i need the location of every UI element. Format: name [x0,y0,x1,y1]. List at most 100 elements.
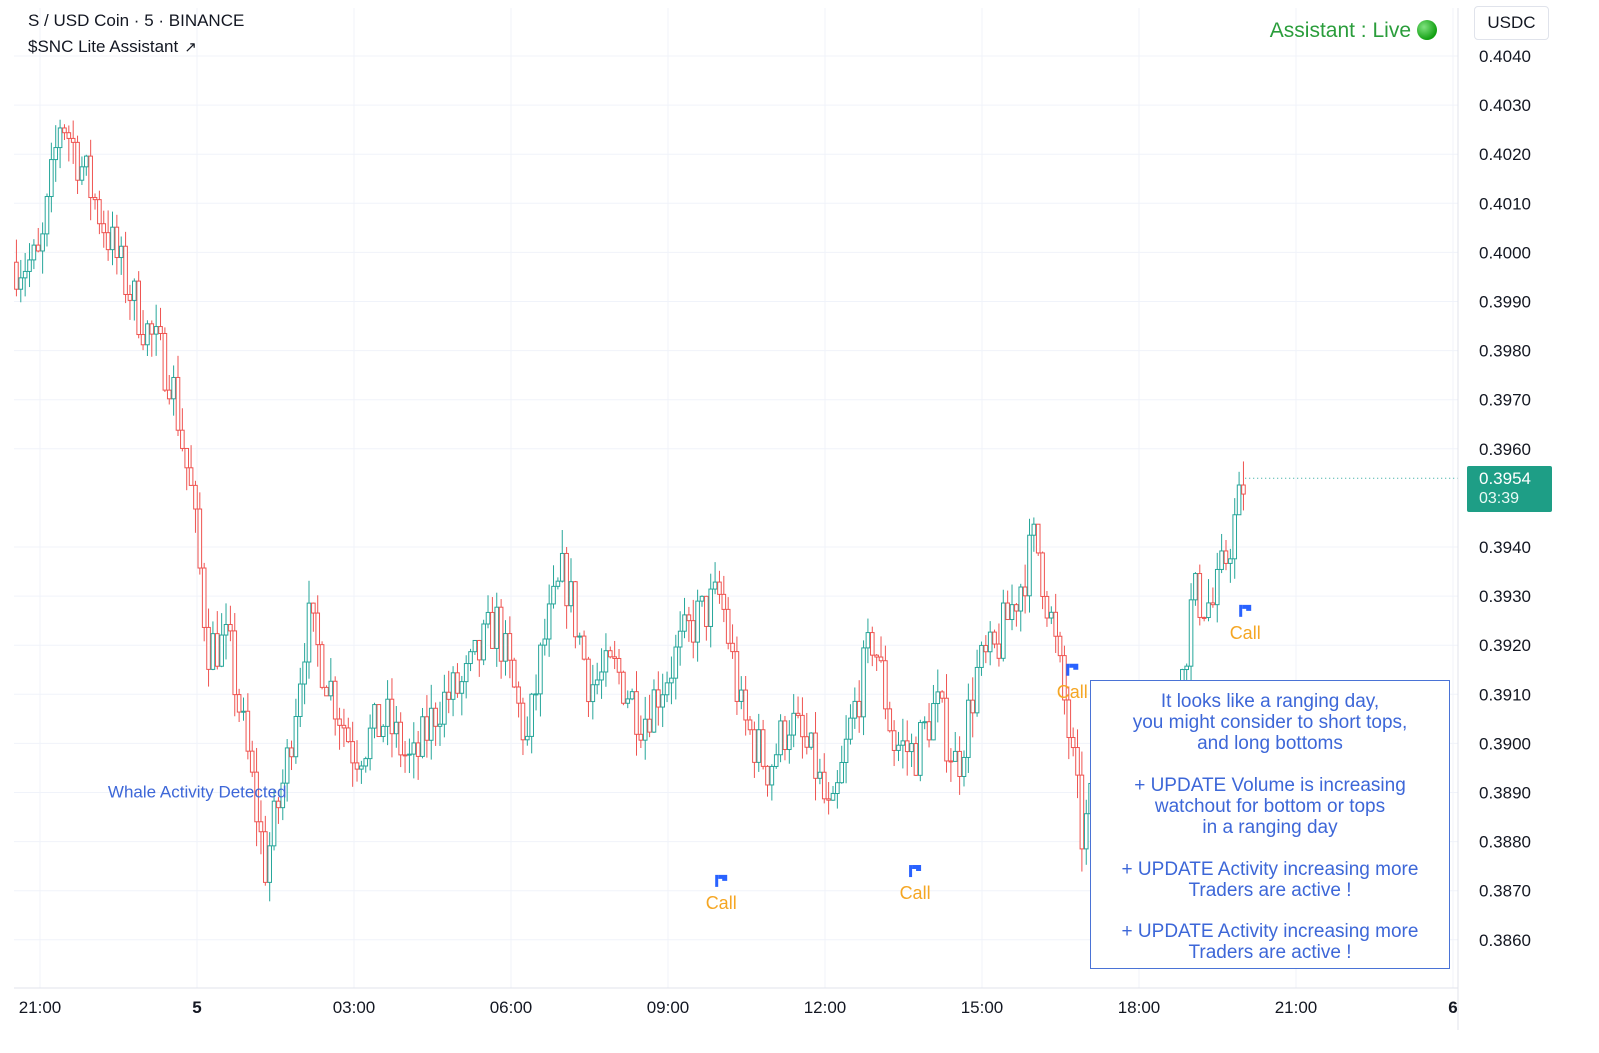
y-tick-label: 0.3930 [1479,587,1531,606]
external-link-icon[interactable]: ↗ [184,39,197,56]
candle-body [625,698,631,704]
candle-body [219,634,224,667]
bar-countdown: 03:39 [1479,490,1520,507]
candle-body [1210,602,1216,606]
candle-body [756,729,762,763]
candle-body [542,638,548,646]
indicator-title[interactable]: $SNC Lite Assistant ↗ [28,37,197,57]
y-tick-label: 0.3910 [1479,685,1531,704]
candle-body [446,691,452,700]
candle-body [673,646,679,679]
candle-body [201,567,207,628]
candle-body [424,716,430,741]
candle-body [594,679,600,686]
candle-body [498,606,504,662]
candle-body [437,723,443,727]
candle-body [280,782,286,809]
candle-body [127,293,133,301]
candle-body [35,244,41,252]
candle-body [782,720,788,751]
candle-body [276,800,281,809]
candle-body [476,639,482,661]
call-label: Call [1230,623,1261,643]
candle-body [258,821,264,833]
candle-body [1044,595,1050,619]
candle-body [14,261,19,290]
candle-body [616,657,622,673]
candle-body [642,718,648,741]
candle-body [765,765,770,786]
candle-body [27,259,32,272]
candle-body [743,689,748,721]
candle-body [22,270,28,279]
candle-body [442,691,447,725]
candle-body [690,620,696,643]
currency-button[interactable]: USDC [1474,6,1549,40]
candle-body [883,660,888,710]
candle-body [996,643,1002,659]
info-line-activity-2: + UPDATE Activity increasing more Trader… [1121,921,1419,963]
candle-body [228,624,233,632]
candle-body [808,732,814,748]
symbol-title[interactable]: S / USD Coin · 5 · BINANCE [28,11,245,30]
y-tick-label: 0.3960 [1479,440,1531,459]
x-tick-label: 03:00 [333,998,376,1017]
candle-body [214,633,220,667]
call-signal: Call [1057,663,1088,702]
candle-body [302,661,307,685]
candle-body [315,612,321,646]
candle-body [961,756,967,777]
candle-body [411,742,417,755]
x-tick-label: 21:00 [1275,998,1318,1017]
candle-body [136,280,141,336]
y-tick-label: 0.4000 [1479,243,1531,262]
candle-body [525,735,530,741]
y-tick-label: 0.4040 [1479,47,1531,66]
candle-body [717,581,722,595]
candle-body [835,782,840,795]
y-tick-label: 0.4030 [1479,96,1531,115]
candle-body [957,750,962,777]
candle-body [612,656,617,659]
candle-body [420,716,425,757]
y-tick-label: 0.3890 [1479,784,1531,803]
candle-body [708,588,714,627]
candle-body [856,700,862,718]
candle-body [324,686,329,697]
signal-markers: Whale Activity Detected Call Call Call Call [108,604,1261,913]
candle-body [415,742,421,757]
candle-body [132,280,137,301]
y-tick-label: 0.4010 [1479,194,1531,213]
candle-body [725,608,731,644]
indicator-name[interactable]: $SNC Lite Assistant [28,37,179,56]
candle-body [546,603,552,640]
candle-body [752,729,757,763]
candle-body [1022,586,1028,597]
candle-body [1027,534,1032,597]
candle-body [293,715,299,758]
y-tick-label: 0.4020 [1479,145,1531,164]
candle-body [1075,747,1080,776]
candle-body [153,326,159,335]
candle-body [804,736,810,748]
candle-body [31,244,37,261]
candle-body [389,698,395,735]
candle-body [935,691,941,705]
candle-body [721,593,727,610]
candle-body [57,127,63,149]
y-tick-label: 0.3970 [1479,391,1531,410]
candle-body [433,707,438,727]
candle-body [83,155,89,168]
candle-body [1214,568,1220,606]
candle-body [193,484,198,510]
candle-body [267,845,272,883]
candle-body [800,714,805,738]
candle-body [581,635,587,660]
candle-body [455,672,460,694]
candle-body [559,552,565,582]
candle-body [118,245,124,259]
candle-body [861,647,866,718]
last-price-value: 0.3954 [1479,469,1531,488]
candle-body [887,708,893,732]
